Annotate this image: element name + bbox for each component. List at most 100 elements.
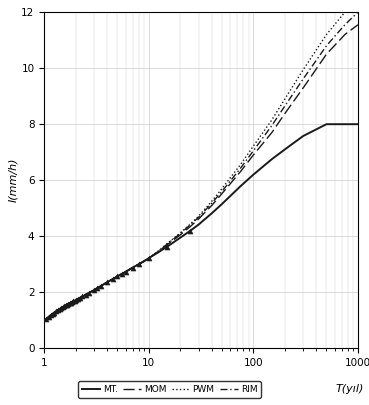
- MOM: [54, 309, 58, 314]
- MOM: [105, 280, 110, 285]
- MOM: [197, 216, 201, 221]
- MOM: [188, 224, 193, 229]
- MOM: [178, 232, 183, 237]
- Point: [70, 298, 76, 305]
- PWM: [99, 284, 103, 288]
- RIM: [54, 309, 58, 314]
- MT.: [210, 211, 214, 216]
- MT.: [188, 228, 193, 233]
- MOM: [63, 303, 68, 308]
- RIM: [92, 288, 96, 292]
- RIM: [146, 256, 151, 260]
- RIM: [210, 201, 214, 206]
- Point: [68, 299, 74, 306]
- MT.: [130, 265, 135, 270]
- Point: [83, 291, 89, 298]
- Point: [114, 273, 120, 279]
- MOM: [251, 153, 256, 158]
- MOM: [130, 265, 135, 270]
- RIM: [220, 189, 224, 194]
- PWM: [283, 96, 287, 101]
- RIM: [178, 231, 183, 236]
- MT.: [46, 315, 51, 320]
- MOM: [44, 316, 49, 321]
- PWM: [44, 316, 49, 321]
- RIM: [66, 302, 70, 307]
- RIM: [188, 222, 193, 227]
- PWM: [155, 249, 159, 254]
- MT.: [165, 244, 169, 249]
- RIM: [238, 166, 242, 171]
- PWM: [123, 269, 128, 274]
- RIM: [123, 269, 128, 274]
- MT.: [99, 284, 103, 288]
- MT.: [324, 122, 329, 127]
- RIM: [46, 315, 51, 320]
- Point: [94, 285, 100, 292]
- MOM: [301, 85, 306, 90]
- MOM: [46, 315, 51, 320]
- MOM: [238, 169, 242, 174]
- MT.: [71, 299, 76, 304]
- MOM: [155, 250, 159, 255]
- RIM: [61, 305, 65, 309]
- MT.: [110, 277, 115, 281]
- Point: [146, 255, 152, 261]
- PWM: [324, 32, 329, 37]
- MT.: [63, 303, 68, 308]
- RIM: [270, 123, 274, 128]
- MOM: [165, 242, 169, 247]
- MT.: [84, 292, 88, 297]
- Point: [53, 308, 59, 315]
- MOM: [356, 22, 360, 27]
- MOM: [115, 274, 120, 279]
- RIM: [42, 318, 47, 323]
- MOM: [146, 256, 151, 260]
- Point: [46, 314, 52, 320]
- PWM: [57, 307, 62, 311]
- MT.: [42, 318, 47, 323]
- PWM: [270, 117, 274, 122]
- Point: [130, 264, 135, 271]
- RIM: [89, 289, 93, 294]
- RIM: [251, 148, 256, 153]
- Point: [136, 261, 142, 267]
- MOM: [142, 259, 146, 264]
- PWM: [69, 300, 73, 305]
- RIM: [84, 292, 88, 297]
- MOM: [84, 292, 88, 297]
- PWM: [165, 241, 169, 246]
- RIM: [155, 250, 159, 255]
- MT.: [61, 305, 65, 309]
- Point: [61, 303, 67, 309]
- Point: [55, 307, 61, 313]
- PWM: [238, 162, 242, 167]
- RIM: [110, 277, 115, 281]
- RIM: [301, 77, 306, 81]
- Point: [72, 297, 77, 304]
- Point: [58, 305, 64, 311]
- PWM: [66, 302, 70, 307]
- Point: [75, 296, 81, 302]
- Y-axis label: I(mm/h): I(mm/h): [8, 158, 18, 202]
- Legend: MT., MOM, PWM, RIM: MT., MOM, PWM, RIM: [79, 382, 261, 398]
- RIM: [105, 280, 110, 285]
- MOM: [48, 313, 53, 318]
- MOM: [343, 32, 347, 37]
- RIM: [44, 316, 49, 321]
- MOM: [99, 284, 103, 288]
- Point: [48, 312, 54, 318]
- PWM: [188, 222, 193, 226]
- Point: [77, 295, 83, 301]
- PWM: [343, 10, 347, 15]
- Text: T(yıl): T(yıl): [336, 384, 364, 394]
- PWM: [78, 296, 82, 301]
- Point: [123, 269, 128, 275]
- RIM: [130, 265, 135, 270]
- MT.: [137, 262, 141, 266]
- MOM: [89, 289, 93, 294]
- MOM: [71, 299, 76, 304]
- MT.: [301, 134, 306, 139]
- MT.: [105, 280, 110, 285]
- RIM: [356, 10, 360, 15]
